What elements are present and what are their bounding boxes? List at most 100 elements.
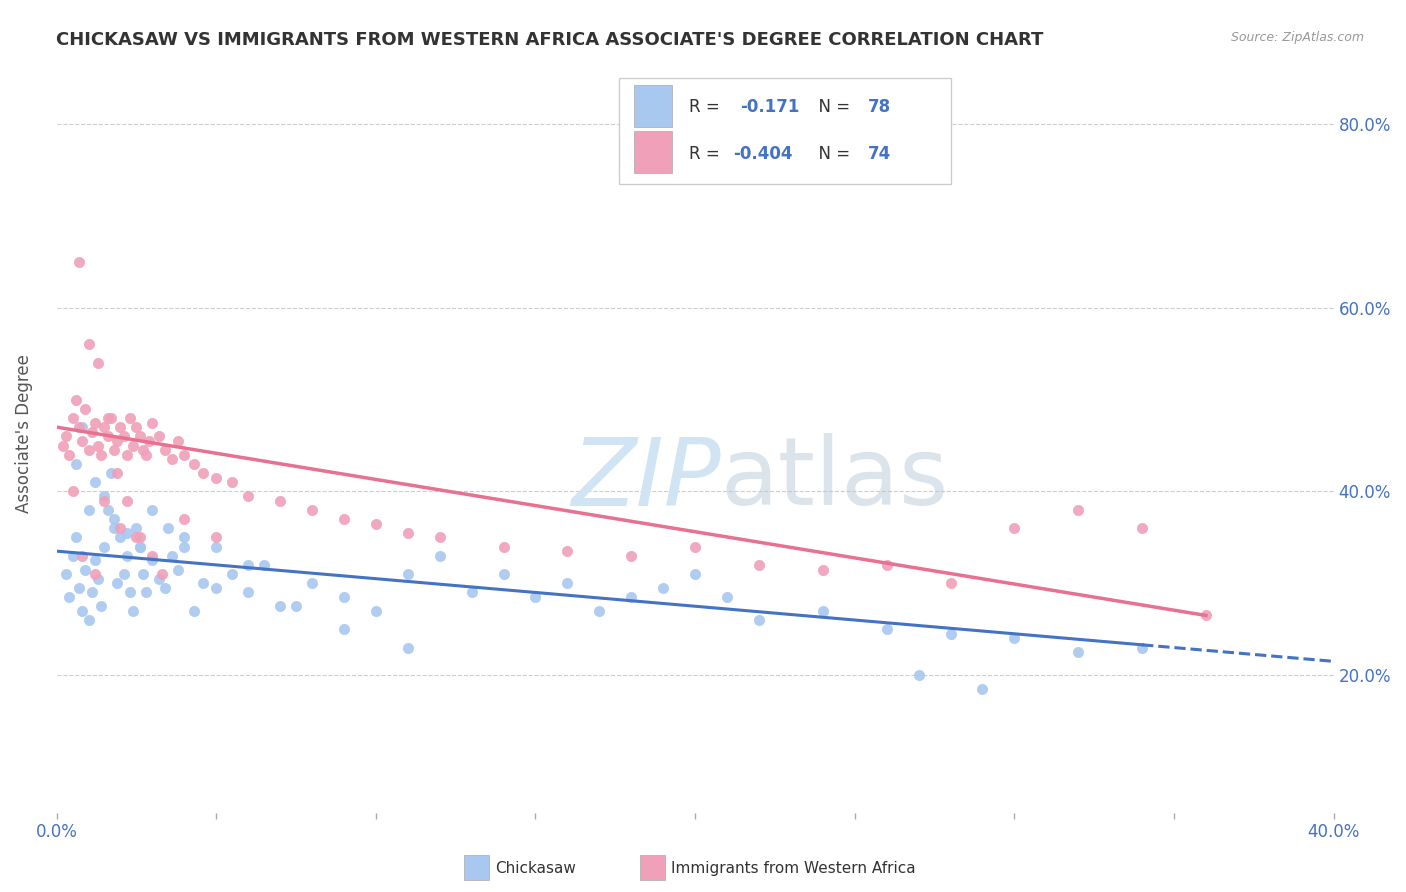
Point: [77, 443, 100, 458]
Point: [1130, 640, 1153, 655]
Point: [118, 585, 141, 599]
Point: [396, 525, 419, 540]
Point: [333, 512, 356, 526]
Text: 78: 78: [868, 97, 890, 116]
Point: [132, 567, 155, 582]
Point: [492, 540, 515, 554]
Point: [183, 457, 205, 471]
Point: [193, 466, 215, 480]
Point: [65, 392, 87, 407]
Point: [84, 475, 107, 490]
Point: [173, 512, 195, 526]
Point: [67, 581, 90, 595]
Point: [122, 438, 145, 452]
Point: [105, 466, 128, 480]
Point: [939, 627, 962, 641]
Point: [153, 581, 176, 595]
Point: [748, 558, 770, 572]
Text: R =: R =: [689, 97, 730, 116]
Point: [125, 530, 148, 544]
Point: [103, 443, 125, 458]
Point: [141, 553, 163, 567]
Point: [105, 576, 128, 591]
Point: [77, 613, 100, 627]
Text: -0.404: -0.404: [734, 145, 793, 162]
Point: [75, 562, 97, 576]
Point: [939, 576, 962, 591]
Point: [115, 493, 138, 508]
Point: [205, 470, 228, 484]
Point: [1195, 608, 1218, 623]
Point: [173, 540, 195, 554]
Point: [100, 411, 122, 425]
Point: [1002, 632, 1025, 646]
Point: [58, 448, 80, 462]
Point: [93, 420, 115, 434]
Point: [269, 599, 291, 614]
Point: [557, 544, 579, 558]
Point: [429, 530, 451, 544]
Text: atlas: atlas: [721, 434, 949, 525]
Point: [125, 521, 148, 535]
Point: [77, 503, 100, 517]
Point: [253, 558, 276, 572]
Point: [84, 416, 107, 430]
Point: [972, 681, 994, 696]
Point: [132, 443, 155, 458]
Point: [87, 572, 110, 586]
Point: [103, 512, 125, 526]
Point: [128, 429, 150, 443]
Point: [524, 590, 547, 604]
Point: [301, 503, 323, 517]
Point: [93, 489, 115, 503]
Point: [65, 457, 87, 471]
Text: R =: R =: [689, 145, 724, 162]
Point: [75, 401, 97, 416]
Point: [115, 549, 138, 563]
Point: [460, 585, 482, 599]
Point: [157, 521, 180, 535]
Point: [141, 549, 163, 563]
Bar: [619, 78, 950, 184]
Text: N =: N =: [807, 97, 855, 116]
Point: [110, 521, 132, 535]
Point: [84, 553, 107, 567]
Point: [148, 572, 170, 586]
Point: [112, 567, 135, 582]
Point: [333, 622, 356, 636]
Point: [65, 530, 87, 544]
Point: [115, 448, 138, 462]
Point: [1130, 521, 1153, 535]
Text: ZIP: ZIP: [571, 434, 721, 525]
Point: [135, 585, 157, 599]
Point: [118, 411, 141, 425]
Point: [141, 503, 163, 517]
Point: [620, 549, 643, 563]
Point: [876, 558, 898, 572]
Text: N =: N =: [807, 145, 855, 162]
Bar: [634, 86, 672, 128]
Point: [811, 562, 834, 576]
Point: [492, 567, 515, 582]
Point: [811, 604, 834, 618]
Point: [128, 540, 150, 554]
Point: [87, 356, 110, 370]
Point: [128, 540, 150, 554]
Point: [748, 613, 770, 627]
Bar: [634, 131, 672, 172]
Point: [110, 420, 132, 434]
Y-axis label: Associate's Degree: Associate's Degree: [15, 355, 32, 514]
Point: [683, 567, 706, 582]
Point: [557, 576, 579, 591]
Point: [683, 540, 706, 554]
Point: [160, 452, 183, 467]
Text: Source: ZipAtlas.com: Source: ZipAtlas.com: [1230, 31, 1364, 45]
Point: [160, 549, 183, 563]
Point: [148, 429, 170, 443]
Point: [396, 640, 419, 655]
Point: [97, 429, 120, 443]
Point: [90, 599, 112, 614]
Point: [1002, 521, 1025, 535]
Text: Immigrants from Western Africa: Immigrants from Western Africa: [671, 862, 915, 876]
Point: [55, 429, 77, 443]
